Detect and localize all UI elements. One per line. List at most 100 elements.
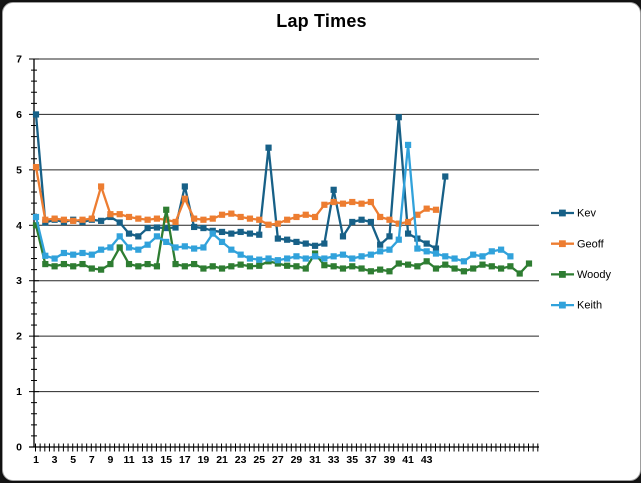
data-point-marker bbox=[79, 217, 85, 223]
data-point-marker bbox=[42, 217, 48, 223]
x-axis-label: 9 bbox=[107, 454, 113, 466]
y-axis-label: 1 bbox=[16, 386, 22, 398]
data-point-marker bbox=[377, 248, 383, 254]
data-point-marker bbox=[312, 253, 318, 259]
data-point-marker bbox=[303, 265, 309, 271]
y-axis-label: 6 bbox=[16, 109, 22, 121]
data-point-marker bbox=[228, 211, 234, 217]
data-point-marker bbox=[154, 233, 160, 239]
data-point-marker bbox=[284, 263, 290, 269]
data-point-marker bbox=[293, 239, 299, 245]
data-point-marker bbox=[358, 265, 364, 271]
data-point-marker bbox=[507, 263, 513, 269]
x-axis-label: 1 bbox=[33, 454, 39, 466]
data-point-marker bbox=[200, 217, 206, 223]
data-point-marker bbox=[135, 216, 141, 222]
data-point-marker bbox=[247, 231, 253, 237]
data-point-marker bbox=[414, 245, 420, 251]
data-point-marker bbox=[396, 114, 402, 120]
data-point-marker bbox=[200, 225, 206, 231]
data-point-marker bbox=[424, 258, 430, 264]
data-point-marker bbox=[349, 263, 355, 269]
data-point-marker bbox=[200, 244, 206, 250]
data-point-marker bbox=[70, 218, 76, 224]
data-point-marker bbox=[312, 214, 318, 220]
data-point-marker bbox=[526, 260, 532, 266]
data-point-marker bbox=[172, 224, 178, 230]
data-point-marker bbox=[247, 255, 253, 261]
data-point-marker bbox=[117, 219, 123, 225]
data-point-marker bbox=[321, 255, 327, 261]
legend-marker-swatch bbox=[559, 210, 566, 217]
data-point-marker bbox=[145, 217, 151, 223]
data-point-marker bbox=[405, 262, 411, 268]
y-axis-label: 4 bbox=[16, 220, 22, 232]
data-point-marker bbox=[470, 252, 476, 258]
data-point-marker bbox=[191, 216, 197, 222]
data-point-marker bbox=[145, 242, 151, 248]
data-point-marker bbox=[303, 212, 309, 218]
data-point-marker bbox=[377, 267, 383, 273]
data-point-marker bbox=[256, 257, 262, 263]
data-point-marker bbox=[61, 250, 67, 256]
data-point-marker bbox=[145, 261, 151, 267]
x-axis-label: 19 bbox=[198, 454, 210, 466]
data-point-marker bbox=[405, 142, 411, 148]
x-axis-label: 11 bbox=[123, 454, 134, 466]
data-point-marker bbox=[349, 255, 355, 261]
data-point-marker bbox=[191, 245, 197, 251]
y-axis-label: 3 bbox=[16, 275, 22, 287]
data-point-marker bbox=[358, 253, 364, 259]
data-point-marker bbox=[331, 199, 337, 205]
x-axis-label: 21 bbox=[216, 454, 228, 466]
data-point-marker bbox=[228, 247, 234, 253]
data-point-marker bbox=[303, 255, 309, 261]
legend-label: Woody bbox=[577, 269, 612, 281]
x-axis-label: 3 bbox=[52, 454, 58, 466]
legend-marker-swatch bbox=[559, 271, 566, 278]
data-point-marker bbox=[182, 196, 188, 202]
data-point-marker bbox=[89, 265, 95, 271]
lap-times-line-chart: 0123456713579111315171921232527293133353… bbox=[3, 3, 640, 480]
data-point-marker bbox=[461, 268, 467, 274]
data-point-marker bbox=[238, 214, 244, 220]
data-point-marker bbox=[293, 253, 299, 259]
y-axis-label: 7 bbox=[16, 54, 22, 66]
data-point-marker bbox=[210, 231, 216, 237]
x-axis-label: 33 bbox=[328, 454, 340, 466]
y-axis-label: 0 bbox=[16, 442, 22, 454]
data-point-marker bbox=[98, 183, 104, 189]
data-point-marker bbox=[135, 247, 141, 253]
data-point-marker bbox=[424, 240, 430, 246]
data-point-marker bbox=[256, 232, 262, 238]
data-point-marker bbox=[33, 111, 39, 117]
data-point-marker bbox=[247, 216, 253, 222]
data-point-marker bbox=[154, 263, 160, 269]
data-point-marker bbox=[293, 263, 299, 269]
data-point-marker bbox=[321, 262, 327, 268]
legend: KevGeoffWoodyKeith bbox=[551, 208, 612, 312]
x-axis-label: 37 bbox=[365, 454, 377, 466]
chart-window: Lap Times 012345671357911131517192123252… bbox=[2, 2, 641, 481]
data-point-marker bbox=[61, 217, 67, 223]
data-point-marker bbox=[228, 231, 234, 237]
data-point-marker bbox=[79, 261, 85, 267]
x-axis-label: 7 bbox=[89, 454, 95, 466]
legend-item-kev: Kev bbox=[551, 208, 596, 220]
x-axis-label: 35 bbox=[346, 454, 358, 466]
data-point-marker bbox=[451, 265, 457, 271]
data-point-marker bbox=[89, 216, 95, 222]
data-point-marker bbox=[293, 214, 299, 220]
data-point-marker bbox=[52, 255, 58, 261]
x-axis-label: 25 bbox=[253, 454, 265, 466]
data-point-marker bbox=[479, 262, 485, 268]
data-point-marker bbox=[126, 214, 132, 220]
data-point-marker bbox=[489, 263, 495, 269]
data-point-marker bbox=[275, 221, 281, 227]
data-point-marker bbox=[126, 244, 132, 250]
data-point-marker bbox=[470, 265, 476, 271]
series-geoff bbox=[33, 164, 439, 228]
data-point-marker bbox=[451, 255, 457, 261]
data-point-marker bbox=[461, 258, 467, 264]
data-point-marker bbox=[424, 206, 430, 212]
